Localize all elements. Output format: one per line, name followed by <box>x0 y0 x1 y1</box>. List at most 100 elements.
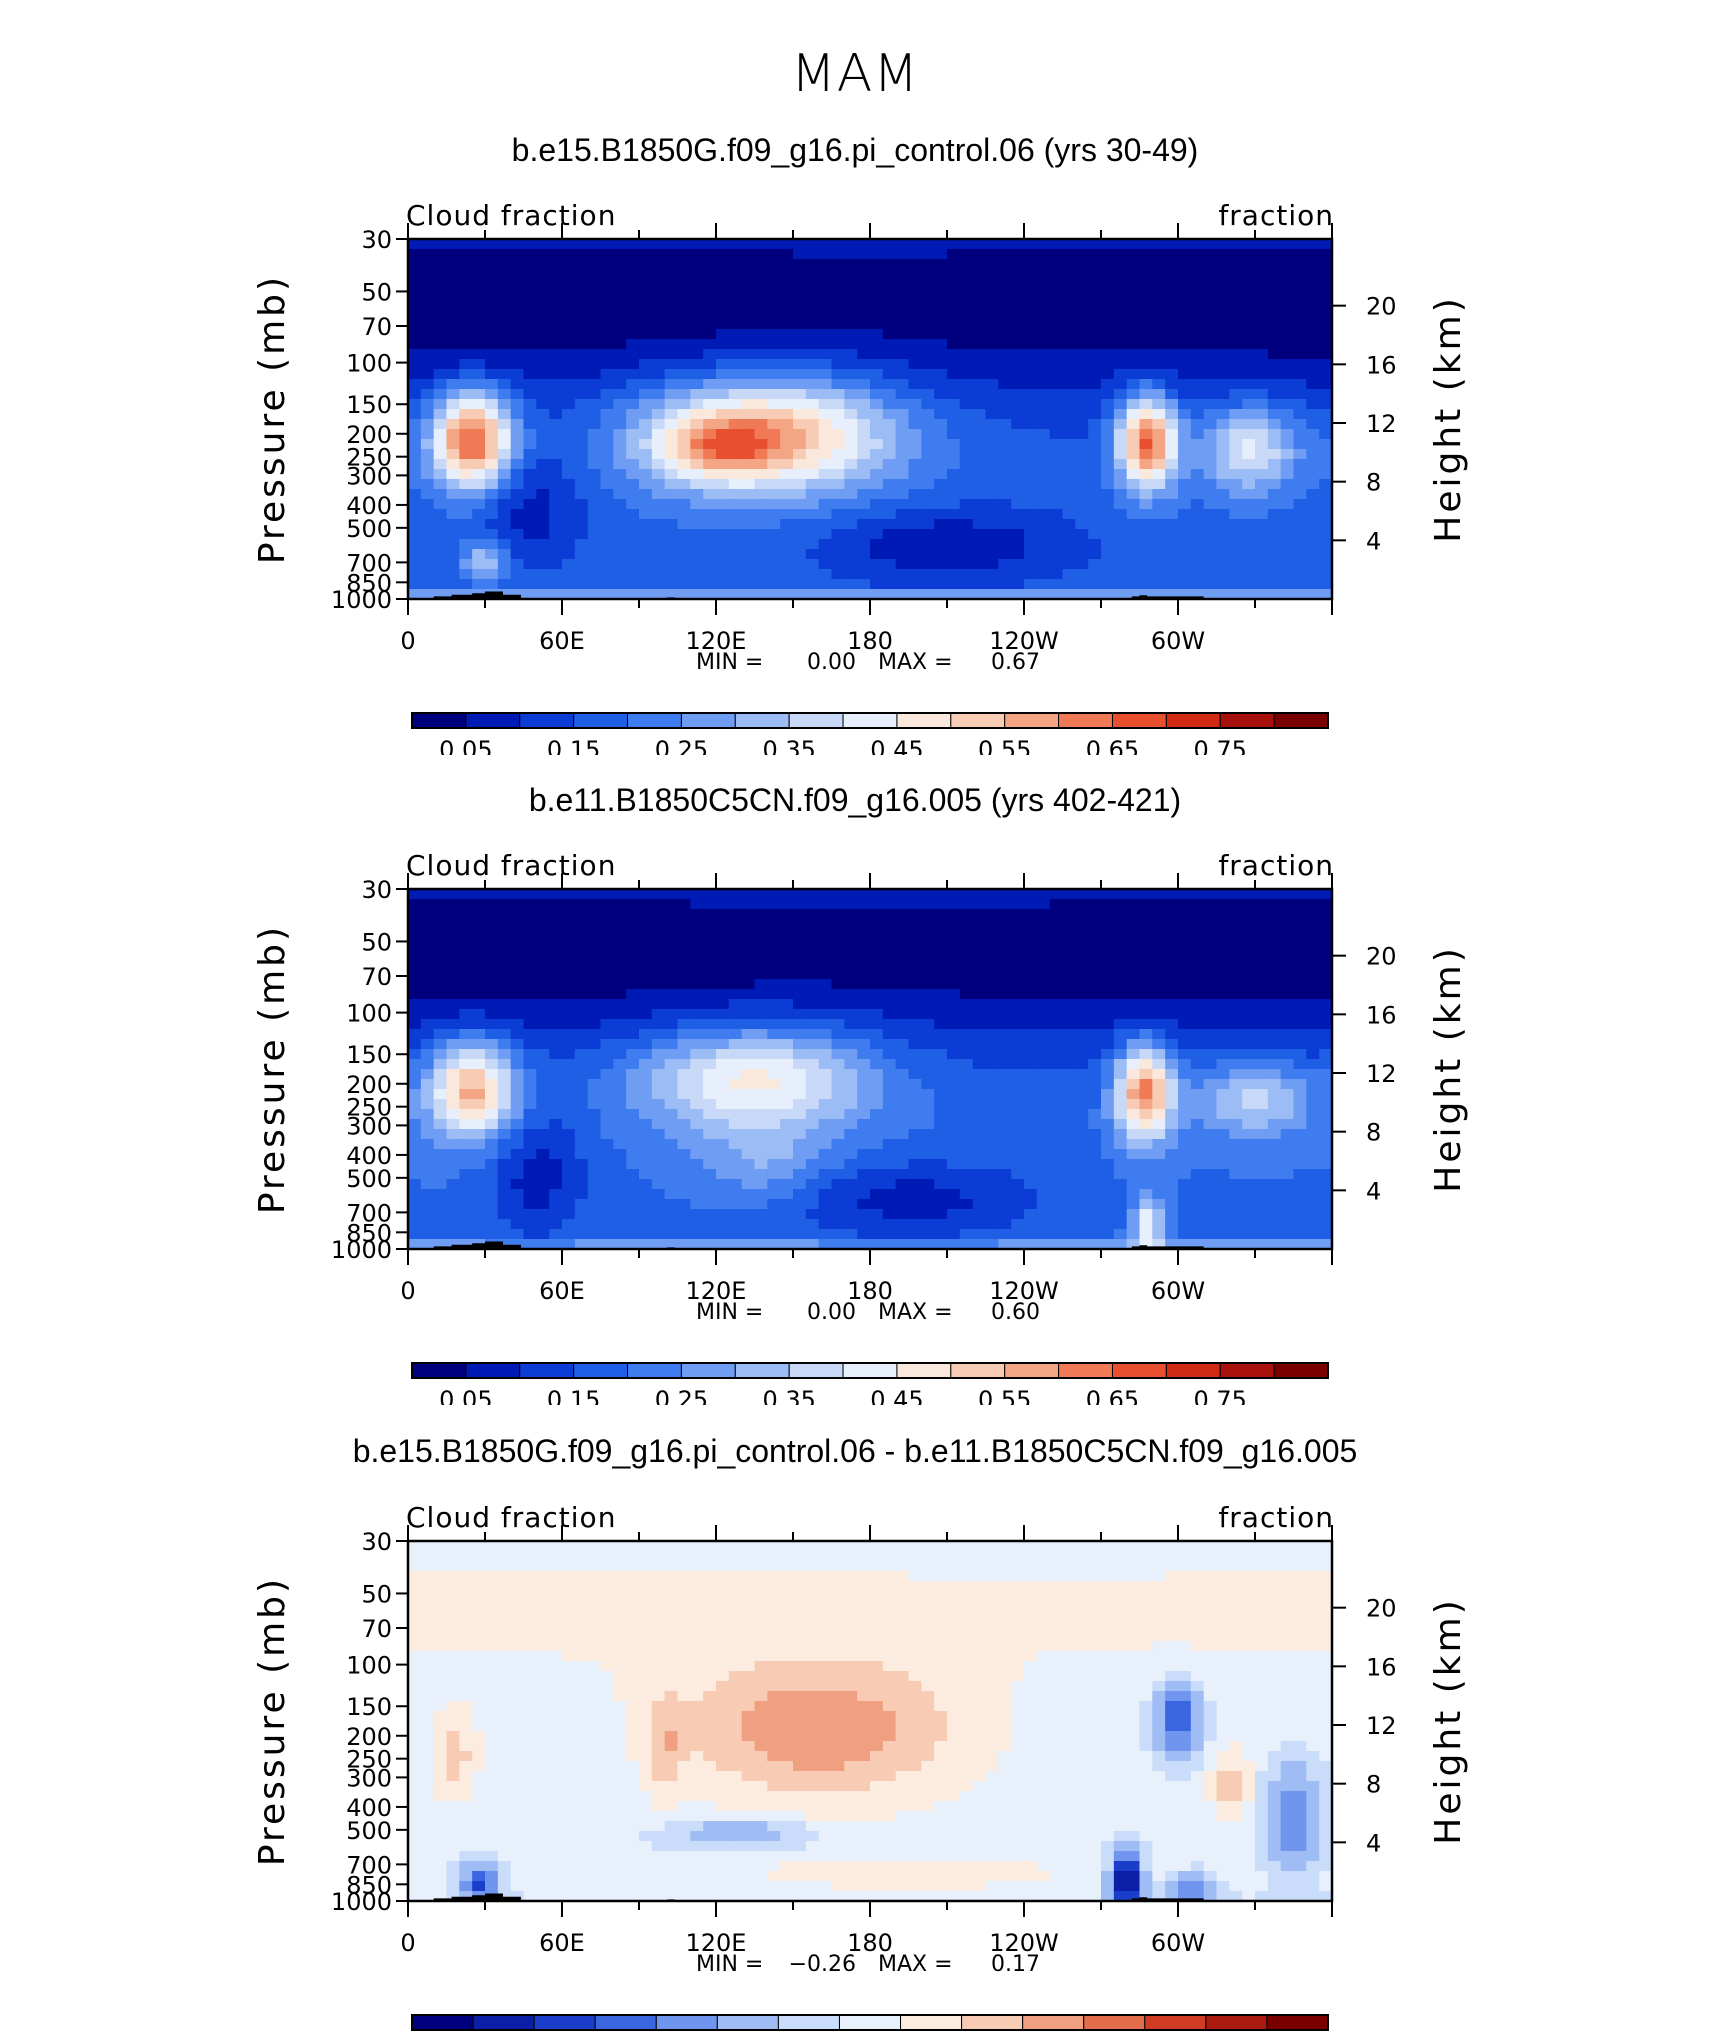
contour-cell <box>728 569 743 580</box>
contour-cell <box>1049 559 1064 570</box>
contour-cell <box>446 1069 460 1080</box>
contour-cell <box>998 309 1012 320</box>
contour-cell <box>716 269 730 280</box>
contour-cell <box>947 389 961 400</box>
contour-cell <box>959 1079 974 1090</box>
contour-cell <box>895 369 910 380</box>
contour-cell <box>934 1039 948 1050</box>
contour-cell <box>677 1009 691 1020</box>
contour-cell <box>934 309 948 320</box>
contour-cell <box>690 349 704 360</box>
contour-cell <box>908 509 922 520</box>
contour-cell <box>857 1199 871 1210</box>
contour-cell <box>1165 389 1179 400</box>
contour-cell <box>626 399 640 410</box>
contour-cell <box>934 1169 948 1180</box>
contour-cell <box>716 899 730 910</box>
contour-cell <box>1267 1129 1282 1140</box>
contour-cell <box>1062 419 1076 430</box>
contour-cell <box>485 919 499 930</box>
contour-cell <box>1229 929 1243 940</box>
contour-cell <box>459 379 473 390</box>
contour-cell <box>728 509 743 520</box>
contour-cell <box>626 449 640 460</box>
contour-cell <box>780 1049 794 1060</box>
contour-cell <box>626 959 640 970</box>
contour-cell <box>1267 899 1282 910</box>
contour-cell <box>793 1139 807 1150</box>
contour-cell <box>831 1189 845 1200</box>
contour-cell <box>549 1069 563 1080</box>
contour-cell <box>446 469 460 480</box>
contour-cell <box>446 1049 460 1060</box>
contour-cell <box>1242 459 1256 470</box>
contour-cell <box>1011 1189 1025 1200</box>
contour-cell <box>446 559 460 570</box>
contour-cell <box>1113 319 1128 330</box>
contour-cell <box>728 1059 743 1070</box>
contour-cell <box>908 919 922 930</box>
contour-cell <box>626 529 640 540</box>
contour-cell <box>1255 1089 1269 1100</box>
contour-cell <box>587 569 602 580</box>
contour-cell <box>536 489 550 500</box>
contour-cell <box>1062 959 1076 970</box>
contour-cell <box>1267 989 1282 1000</box>
contour-cell <box>882 1089 897 1100</box>
contour-cell <box>472 1119 486 1130</box>
contour-cell <box>536 899 550 910</box>
contour-cell <box>613 469 627 480</box>
contour-cell <box>1280 569 1295 580</box>
contour-cell <box>574 1069 589 1080</box>
contour-cell <box>485 499 499 510</box>
contour-cell <box>870 1199 884 1210</box>
contour-cell <box>497 919 512 930</box>
contour-cell <box>857 339 871 350</box>
contour-cell <box>921 959 935 970</box>
contour-cell <box>690 309 704 320</box>
contour-cell <box>523 1199 537 1210</box>
contour-cell <box>985 249 999 260</box>
contour-cell <box>1036 1109 1051 1120</box>
contour-cell <box>1242 1139 1256 1150</box>
contour-cell <box>947 309 961 320</box>
contour-cell <box>934 529 948 540</box>
contour-cell <box>408 959 422 970</box>
contour-cell <box>600 1159 614 1170</box>
contour-cell <box>870 1109 884 1120</box>
contour-cell <box>921 1129 935 1140</box>
contour-cell <box>1306 519 1320 530</box>
contour-cell <box>459 1199 473 1210</box>
contour-cell <box>600 519 614 530</box>
contour-cell <box>420 969 435 980</box>
contour-cell <box>947 239 961 250</box>
contour-cell <box>1062 529 1076 540</box>
contour-cell <box>677 539 691 550</box>
contour-cell <box>433 439 448 450</box>
contour-cell <box>523 369 537 380</box>
contour-cell <box>1293 949 1307 960</box>
contour-cell <box>818 419 833 430</box>
contour-cell <box>690 1059 704 1070</box>
contour-cell <box>805 369 820 380</box>
contour-cell <box>1242 399 1256 410</box>
contour-cell <box>895 969 910 980</box>
contour-cell <box>703 1039 717 1050</box>
contour-cell <box>536 369 550 380</box>
contour-cell <box>1088 889 1102 900</box>
contour-cell <box>818 1159 833 1170</box>
contour-cell <box>818 519 833 530</box>
contour-cell <box>1267 279 1282 290</box>
contour-cell <box>934 489 948 500</box>
contour-cell <box>1267 349 1282 360</box>
contour-cell <box>754 1129 768 1140</box>
contour-cell <box>574 299 589 310</box>
contour-cell <box>1062 299 1076 310</box>
contour-cell <box>690 1119 704 1130</box>
contour-cell <box>536 1109 550 1120</box>
contour-cell <box>1113 1049 1128 1060</box>
contour-cell <box>510 369 525 380</box>
contour-cell <box>780 1029 794 1040</box>
contour-cell <box>1036 1199 1051 1210</box>
contour-cell <box>831 1159 845 1170</box>
